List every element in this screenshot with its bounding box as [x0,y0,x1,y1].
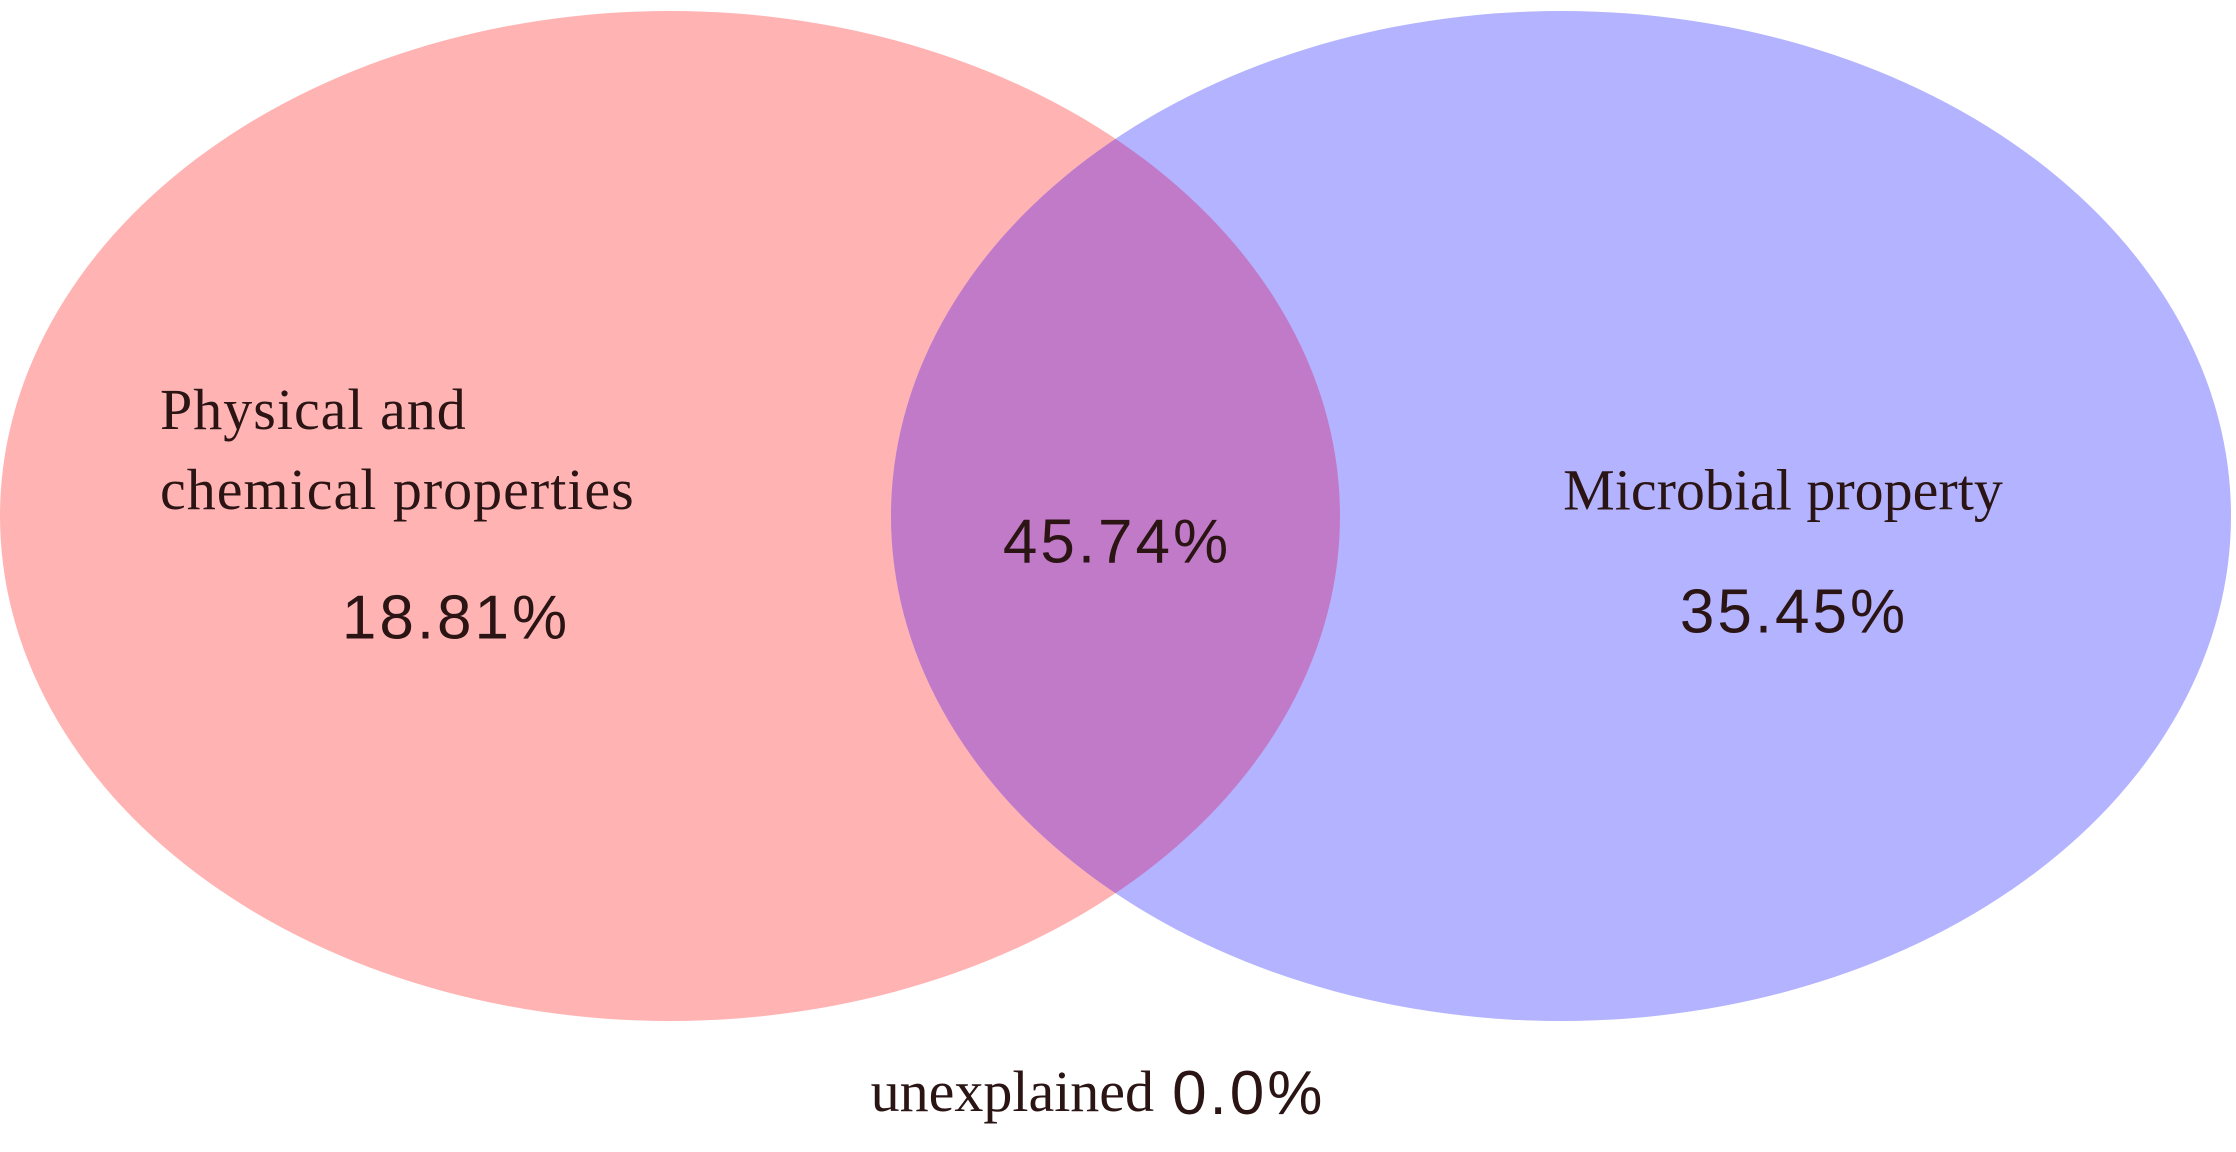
unexplained-note: unexplained 0.0% [871,1059,1326,1128]
overlap-region [891,11,1340,1021]
region-label: 45.74% [1003,507,1231,576]
region-label: 35.45% [1680,577,1908,646]
set-label: Microbial property [1563,457,2003,522]
unexplained-value: 0.0% [1172,1059,1325,1128]
region-label: 18.81% [342,583,570,652]
set-label: Physical and chemical properties [160,377,635,522]
unexplained-label: unexplained [871,1059,1154,1124]
